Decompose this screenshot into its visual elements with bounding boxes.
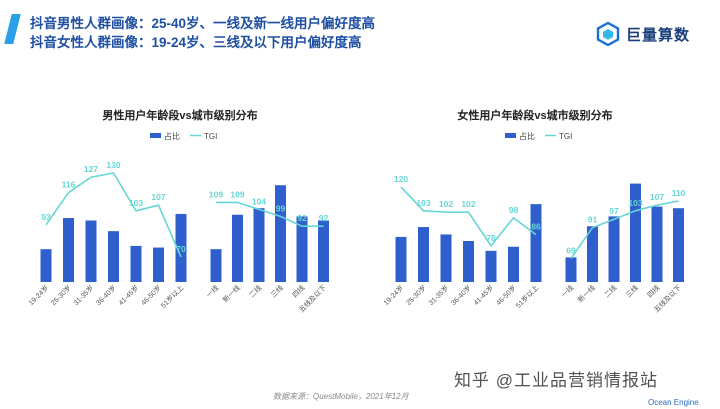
data-bar	[108, 231, 119, 282]
tgi-label: 86	[531, 222, 541, 232]
tgi-label: 103	[129, 198, 143, 208]
x-tick-label: 19-24岁	[26, 283, 50, 307]
data-bar	[275, 185, 286, 282]
data-bar	[418, 227, 429, 282]
data-bar	[673, 208, 684, 282]
data-bar	[508, 246, 519, 282]
x-tick-label: 新一线	[221, 283, 242, 304]
page-title-female: 抖音女性人群画像：19-24岁、三线及以下用户偏好度高	[30, 35, 362, 50]
tgi-label: 99	[276, 203, 286, 213]
data-bar	[85, 220, 97, 282]
data-bar	[296, 216, 308, 282]
data-bar	[232, 214, 243, 282]
tgi-label: 78	[486, 233, 496, 243]
x-tick-label: 46-50岁	[139, 283, 163, 307]
x-tick-label: 二线	[602, 283, 618, 299]
data-bar	[253, 208, 265, 282]
data-bar	[530, 204, 542, 282]
data-bar	[210, 249, 222, 282]
legend-bar-swatch	[505, 133, 516, 138]
watermark-text: 知乎 @工业品营销情报站	[454, 371, 658, 390]
x-tick-label: 一线	[204, 283, 220, 299]
x-tick-label: 36-40岁	[449, 283, 473, 307]
data-bar	[40, 249, 52, 282]
tgi-label: 92	[319, 213, 329, 223]
tgi-label: 97	[609, 206, 619, 216]
x-tick-label: 一线	[559, 283, 575, 299]
data-bar	[463, 241, 474, 282]
data-bar	[608, 216, 620, 282]
x-tick-label: 31-35岁	[426, 283, 450, 307]
x-tick-label: 四线	[645, 283, 661, 299]
tgi-label: 93	[41, 212, 51, 222]
tgi-label: 103	[416, 198, 430, 208]
x-tick-label: 46-50岁	[494, 283, 518, 307]
x-tick-label: 四线	[290, 283, 306, 299]
x-tick-label: 51岁以上	[514, 283, 541, 310]
tgi-label: 107	[151, 192, 165, 202]
chart-title: 男性用户年龄段vs城市级别分布	[102, 108, 257, 122]
data-bar	[63, 218, 74, 282]
tgi-label: 102	[461, 199, 475, 209]
data-bar	[630, 183, 641, 282]
tgi-label: 109	[230, 189, 244, 199]
x-tick-label: 51岁以上	[159, 283, 186, 310]
tgi-label: 103	[628, 198, 642, 208]
data-bar	[587, 226, 598, 282]
x-tick-label: 二线	[247, 283, 263, 299]
tgi-label: 110	[672, 188, 686, 198]
data-bar	[130, 245, 142, 282]
data-bar	[153, 247, 164, 282]
tgi-label: 69	[566, 245, 576, 255]
x-tick-label: 41-45岁	[471, 283, 495, 307]
data-bar	[485, 250, 497, 282]
tgi-label: 120	[394, 174, 408, 184]
tgi-label: 91	[588, 215, 598, 225]
legend-bar-label: 占比	[519, 131, 535, 141]
x-tick-label: 三线	[624, 283, 640, 299]
tgi-label: 127	[84, 164, 98, 174]
tgi-line	[400, 186, 537, 248]
data-bar	[395, 236, 407, 282]
brand-corner-text: Ocean Engine	[648, 398, 699, 407]
tgi-label: 130	[106, 160, 120, 170]
tgi-label: 92	[297, 213, 307, 223]
title-accent-bar	[4, 14, 21, 44]
tgi-line	[216, 201, 324, 227]
tgi-label: 104	[252, 196, 266, 206]
x-tick-label: 三线	[269, 283, 285, 299]
tgi-line	[45, 172, 182, 258]
data-bar	[651, 206, 663, 282]
x-tick-label: 19-24岁	[381, 283, 405, 307]
tgi-label: 98	[509, 205, 519, 215]
chart-title: 女性用户年龄段vs城市级别分布	[457, 108, 612, 122]
tgi-label: 107	[650, 192, 664, 202]
x-tick-label: 新一线	[576, 283, 597, 304]
legend-line-label: TGI	[204, 132, 217, 141]
legend-bar-swatch	[150, 133, 161, 138]
x-tick-label: 25-30岁	[404, 283, 428, 307]
data-bar	[565, 257, 577, 282]
brand-logo: 巨量算数	[596, 22, 690, 46]
tgi-label: 116	[62, 180, 76, 190]
data-source-note: 数据来源：QuestMobile，2021年12月	[273, 392, 409, 401]
logo-text: 巨量算数	[626, 26, 691, 44]
legend-line-label: TGI	[559, 132, 572, 141]
data-bar	[318, 220, 329, 282]
tgi-label: 102	[439, 199, 453, 209]
tgi-line	[570, 200, 679, 259]
data-bar	[440, 234, 452, 282]
x-tick-label: 41-45岁	[116, 283, 140, 307]
page-title-male: 抖音男性人群画像：25-40岁、一线及新一线用户偏好度高	[30, 16, 376, 31]
tgi-label: 109	[209, 189, 223, 199]
x-tick-label: 36-40岁	[94, 283, 118, 307]
legend-bar-label: 占比	[164, 131, 180, 141]
x-tick-label: 25-30岁	[49, 283, 73, 307]
data-bar	[175, 213, 187, 282]
tgi-label: 70	[176, 244, 186, 254]
x-tick-label: 31-35岁	[71, 283, 95, 307]
cube-logo-icon	[596, 22, 620, 46]
